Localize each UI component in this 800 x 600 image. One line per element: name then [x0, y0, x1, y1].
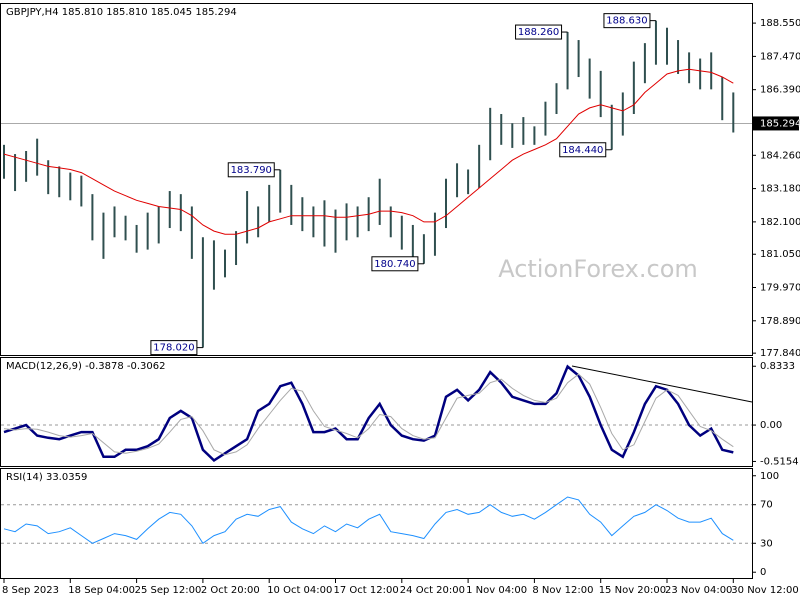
- y-tick-label: 187.470: [760, 51, 800, 62]
- y-tick-label: 186.390: [760, 85, 800, 96]
- y-tick-label: 182.100: [760, 217, 800, 228]
- rsi-panel: [0, 468, 753, 579]
- y-tick-label: 177.840: [760, 348, 800, 359]
- x-tick-label: 2 Oct 20:00: [201, 585, 260, 596]
- annotation-label: 178.020: [153, 343, 194, 354]
- last-price-label: 185.294: [760, 118, 800, 129]
- panel-title: MACD(12,26,9) -0.3878 -0.3062: [6, 361, 166, 372]
- indicator-line: [3, 364, 734, 462]
- y-tick-label: 0.00: [760, 420, 782, 431]
- x-tick-label: 10 Oct 04:00: [267, 585, 332, 596]
- annotation-label: 188.630: [606, 16, 647, 27]
- y-tick-label: 183.180: [760, 184, 800, 195]
- watermark: ActionForex.com: [498, 255, 698, 283]
- y-tick-label: 70: [760, 500, 773, 511]
- indicator-line: [3, 496, 734, 545]
- y-tick-label: 179.970: [760, 283, 800, 294]
- x-tick-label: 8 Sep 2023: [2, 585, 59, 596]
- panel-title: GBPJPY,H4 185.810 185.810 185.045 185.29…: [6, 7, 237, 18]
- x-tick-label: 18 Sep 04:00: [68, 585, 135, 596]
- x-tick-label: 30 Nov 12:00: [731, 585, 798, 596]
- y-tick-label: -0.5154: [760, 456, 799, 467]
- annotation-box: [559, 142, 607, 158]
- y-tick-label: 100: [760, 471, 779, 482]
- annotation-box: [150, 340, 198, 356]
- last-price-box: [753, 116, 799, 131]
- trend-line: [571, 365, 753, 403]
- moving-average: [3, 68, 734, 235]
- x-tick-label: 17 Oct 12:00: [334, 585, 399, 596]
- y-tick-label: 178.890: [760, 316, 800, 327]
- y-tick-label: 0: [760, 567, 766, 578]
- panel-title: RSI(14) 33.0359: [6, 472, 87, 483]
- y-tick-label: 184.260: [760, 150, 800, 161]
- annotation-box: [515, 24, 563, 40]
- x-tick-label: 1 Nov 04:00: [466, 585, 527, 596]
- annotation-label: 188.260: [518, 27, 559, 38]
- x-tick-label: 23 Nov 04:00: [665, 585, 732, 596]
- y-tick-label: 30: [760, 538, 773, 549]
- annotation-label: 183.790: [231, 165, 272, 176]
- y-tick-label: 0.8333: [760, 361, 795, 372]
- annotation-box: [227, 162, 275, 178]
- price-panel: [0, 3, 753, 356]
- macd-panel: [0, 357, 753, 467]
- annotation-box: [371, 256, 419, 272]
- annotation-box: [603, 13, 651, 29]
- x-tick-label: 15 Nov 20:00: [599, 585, 666, 596]
- x-tick-label: 24 Oct 20:00: [400, 585, 465, 596]
- x-tick-label: 8 Nov 12:00: [532, 585, 593, 596]
- y-tick-label: 188.550: [760, 18, 800, 29]
- annotation-label: 184.440: [562, 145, 603, 156]
- indicator-line: [3, 373, 734, 456]
- y-tick-label: 181.050: [760, 249, 800, 260]
- annotation-label: 180.740: [374, 259, 415, 270]
- x-tick-label: 25 Sep 12:00: [135, 585, 202, 596]
